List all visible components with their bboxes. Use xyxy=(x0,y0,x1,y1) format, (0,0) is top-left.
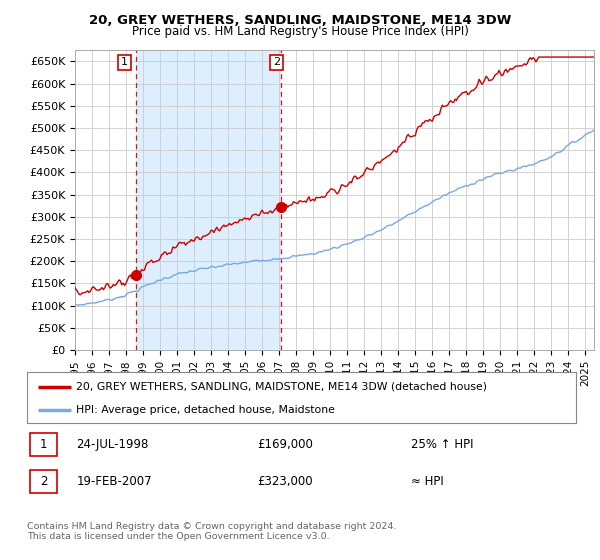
Text: ≈ HPI: ≈ HPI xyxy=(412,475,444,488)
Text: 24-JUL-1998: 24-JUL-1998 xyxy=(76,438,149,451)
FancyBboxPatch shape xyxy=(30,433,57,456)
Text: 1: 1 xyxy=(40,438,47,451)
Text: Price paid vs. HM Land Registry's House Price Index (HPI): Price paid vs. HM Land Registry's House … xyxy=(131,25,469,38)
Text: £169,000: £169,000 xyxy=(257,438,313,451)
Text: 20, GREY WETHERS, SANDLING, MAIDSTONE, ME14 3DW (detached house): 20, GREY WETHERS, SANDLING, MAIDSTONE, M… xyxy=(76,381,487,391)
FancyBboxPatch shape xyxy=(30,470,57,493)
Text: 20, GREY WETHERS, SANDLING, MAIDSTONE, ME14 3DW: 20, GREY WETHERS, SANDLING, MAIDSTONE, M… xyxy=(89,14,511,27)
Text: 25% ↑ HPI: 25% ↑ HPI xyxy=(412,438,474,451)
Bar xyxy=(136,50,281,350)
Text: 2: 2 xyxy=(273,57,280,67)
Text: 2: 2 xyxy=(40,475,47,488)
Text: 19-FEB-2007: 19-FEB-2007 xyxy=(76,475,152,488)
Text: 1: 1 xyxy=(121,57,128,67)
Text: £323,000: £323,000 xyxy=(257,475,313,488)
Text: Contains HM Land Registry data © Crown copyright and database right 2024.
This d: Contains HM Land Registry data © Crown c… xyxy=(27,522,397,542)
Text: HPI: Average price, detached house, Maidstone: HPI: Average price, detached house, Maid… xyxy=(76,405,335,415)
